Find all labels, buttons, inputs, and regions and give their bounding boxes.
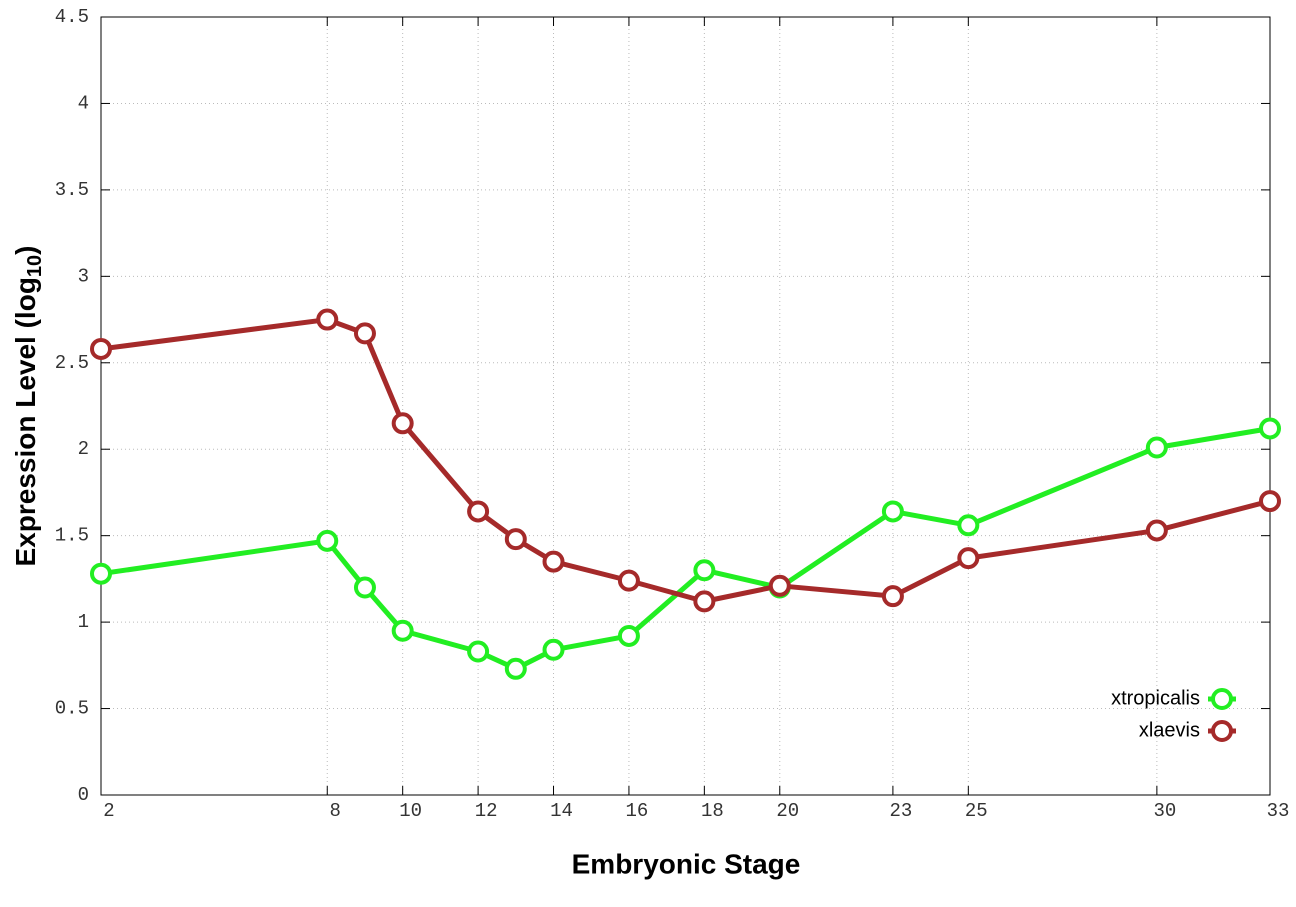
data-point	[542, 550, 565, 573]
y-tick-label: 2.5	[55, 352, 89, 374]
x-tick-label: 12	[475, 800, 498, 822]
x-tick-label: 10	[399, 800, 422, 822]
data-point	[768, 574, 791, 597]
data-point	[617, 569, 640, 592]
x-tick-label: 30	[1153, 800, 1176, 822]
y-tick-label: 0.5	[55, 698, 89, 720]
data-point	[881, 500, 904, 523]
data-point	[467, 500, 490, 523]
data-point	[391, 412, 414, 435]
data-point	[1259, 490, 1281, 513]
y-tick-label: 3	[78, 265, 89, 287]
data-point	[1259, 417, 1281, 440]
data-point	[391, 619, 414, 642]
data-point	[504, 528, 527, 551]
x-tick-label: 2	[103, 800, 114, 822]
x-tick-label: 20	[776, 800, 799, 822]
data-point	[90, 562, 112, 585]
x-axis-label: Embryonic Stage	[572, 848, 801, 879]
series-line	[100, 317, 1271, 604]
data-point	[617, 624, 640, 647]
data-point	[1145, 519, 1168, 542]
y-tick-label: 3.5	[55, 179, 89, 201]
data-point	[693, 590, 716, 613]
y-axis-label-sub: 10	[24, 255, 46, 277]
y-tick-label: 1	[78, 611, 89, 633]
legend-marker	[1211, 720, 1233, 742]
x-tick-label: 14	[550, 800, 573, 822]
x-tick-label: 23	[889, 800, 912, 822]
data-point	[316, 529, 339, 552]
y-axis-label-text: Expression Level (log	[10, 277, 41, 566]
y-tick-label: 0	[78, 784, 89, 806]
data-point	[316, 308, 339, 331]
data-point	[957, 547, 980, 570]
data-point	[90, 337, 112, 360]
legend-label: xlaevis	[1139, 719, 1200, 741]
x-tick-label: 18	[701, 800, 724, 822]
legend-label: xtropicalis	[1111, 687, 1200, 709]
y-tick-label: 4	[78, 92, 89, 114]
data-point	[957, 514, 980, 537]
x-tick-label: 16	[626, 800, 649, 822]
data-point	[467, 640, 490, 663]
x-tick-label: 8	[330, 800, 341, 822]
y-axis-label: Expression Level (log10)	[10, 246, 46, 567]
x-tick-label: 25	[965, 800, 988, 822]
legend-marker	[1211, 688, 1233, 710]
data-point	[504, 657, 527, 680]
y-tick-label: 1.5	[55, 525, 89, 547]
y-tick-label: 4.5	[55, 6, 89, 28]
data-point	[542, 638, 565, 661]
y-tick-label: 2	[78, 438, 89, 460]
plot-frame	[100, 16, 1271, 796]
y-axis-label-suffix: )	[10, 246, 41, 255]
data-point	[353, 576, 376, 599]
data-point	[353, 322, 376, 345]
data-point	[881, 585, 904, 608]
x-tick-label: 33	[1267, 800, 1290, 822]
data-point	[1145, 436, 1168, 459]
data-point	[693, 559, 716, 582]
